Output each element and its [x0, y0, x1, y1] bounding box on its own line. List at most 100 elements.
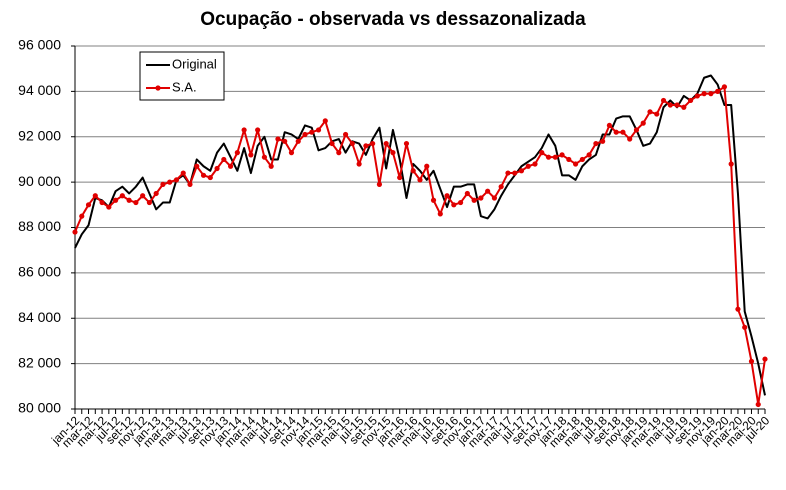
data-point	[545, 154, 552, 160]
data-point	[559, 152, 565, 158]
data-point	[234, 150, 240, 156]
data-point	[356, 161, 362, 167]
data-point	[667, 102, 673, 108]
data-point	[167, 179, 173, 185]
data-point	[309, 129, 315, 135]
data-point	[728, 161, 734, 167]
data-point	[180, 170, 186, 176]
data-point	[424, 163, 430, 169]
data-point	[721, 84, 728, 90]
data-point	[539, 150, 545, 156]
data-point	[207, 174, 213, 181]
data-point	[227, 163, 234, 169]
data-point	[735, 306, 741, 312]
data-point	[112, 197, 119, 203]
data-point	[329, 140, 335, 147]
data-point	[221, 156, 227, 163]
data-point	[701, 91, 707, 97]
data-point	[92, 193, 98, 199]
data-point	[126, 197, 132, 203]
data-point	[525, 163, 531, 169]
data-point	[660, 97, 667, 104]
legend-marker	[155, 85, 161, 91]
data-point	[640, 120, 646, 126]
data-point	[627, 136, 633, 142]
data-point	[491, 195, 498, 201]
y-tick-label: 90 000	[18, 173, 61, 189]
data-point	[140, 193, 146, 199]
data-point	[430, 197, 437, 203]
data-point	[464, 190, 470, 197]
y-tick-label: 94 000	[18, 82, 61, 98]
data-point	[681, 104, 687, 110]
data-point	[146, 199, 153, 206]
data-point	[485, 188, 491, 194]
data-point	[512, 170, 518, 176]
data-point	[153, 190, 159, 197]
data-point	[383, 140, 389, 147]
data-point	[715, 88, 721, 94]
data-point	[518, 168, 525, 174]
data-point	[620, 129, 626, 135]
data-point	[268, 163, 274, 169]
data-point	[261, 154, 268, 160]
data-point	[119, 193, 125, 199]
data-point	[498, 184, 504, 190]
data-point	[566, 156, 572, 163]
data-point	[444, 193, 450, 199]
data-point	[410, 168, 416, 174]
data-point	[173, 177, 180, 183]
data-point	[600, 138, 606, 144]
data-point	[295, 138, 301, 144]
data-point	[593, 140, 599, 147]
data-point	[194, 163, 200, 169]
data-point	[606, 122, 613, 129]
data-point	[349, 140, 355, 147]
data-point	[241, 127, 247, 133]
data-point	[288, 150, 295, 156]
data-point	[99, 199, 105, 206]
data-point	[160, 181, 166, 187]
data-point	[214, 165, 220, 172]
data-point	[451, 202, 457, 208]
data-point	[363, 143, 369, 149]
data-point	[106, 204, 112, 210]
data-point	[417, 177, 423, 183]
data-point	[200, 172, 207, 178]
data-point	[403, 140, 410, 147]
data-point	[72, 229, 78, 235]
data-point	[708, 91, 714, 97]
data-point	[762, 356, 768, 362]
data-point	[572, 161, 579, 167]
y-tick-label: 80 000	[18, 400, 61, 416]
data-point	[755, 401, 761, 408]
y-tick-label: 84 000	[18, 309, 61, 325]
data-point	[694, 93, 700, 99]
data-point	[647, 109, 653, 115]
data-point	[579, 156, 585, 163]
data-point	[437, 211, 443, 217]
data-point	[275, 136, 281, 142]
data-point	[390, 150, 396, 156]
y-tick-label: 92 000	[18, 127, 61, 143]
data-point	[633, 127, 640, 133]
data-point	[457, 199, 464, 206]
data-point	[376, 181, 383, 187]
legend-box	[139, 51, 225, 101]
data-point	[586, 152, 592, 158]
data-point	[79, 213, 85, 219]
data-point	[742, 324, 748, 330]
legend-label: Original	[172, 56, 217, 71]
data-point	[505, 170, 511, 176]
data-point	[397, 174, 403, 181]
y-tick-label: 96 000	[18, 37, 61, 53]
data-point	[282, 138, 288, 144]
data-point	[255, 127, 261, 133]
data-point	[302, 131, 308, 138]
data-point	[322, 118, 328, 124]
data-point	[248, 152, 254, 158]
data-point	[85, 202, 92, 208]
y-tick-label: 88 000	[18, 218, 61, 234]
